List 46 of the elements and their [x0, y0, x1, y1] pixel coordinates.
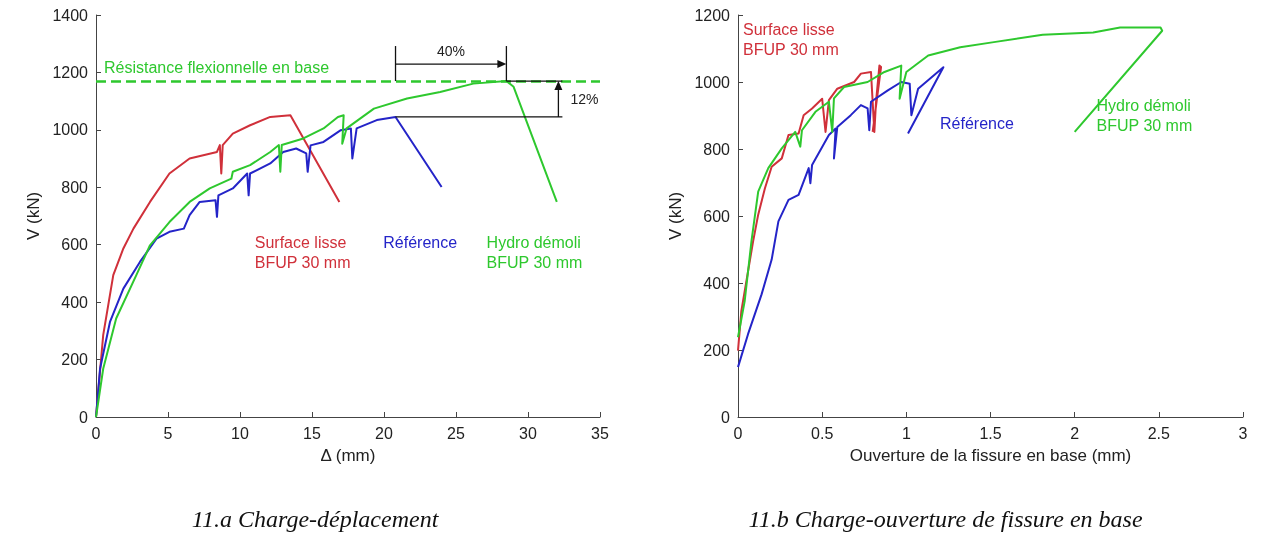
x-tick-label: 5 [163, 424, 173, 442]
y-tick-label: 1000 [52, 121, 89, 139]
text: 11.b Charge-ouverture de fissure en base [748, 506, 1143, 532]
x-axis-title: Ouverture de la fissure en base (mm) [849, 446, 1132, 465]
line-series [737, 64, 883, 352]
x-tick-label: 2 [1070, 424, 1080, 442]
x-tick-label: 2.5 [1147, 424, 1171, 442]
y-tick-label: 600 [61, 236, 89, 254]
series-label: Référence [940, 114, 1014, 132]
x-tick-label: 20 [375, 424, 393, 442]
x-tick-label: 25 [447, 424, 465, 442]
x-tick-label: 1 [901, 424, 911, 442]
y-tick-label: 800 [703, 140, 731, 158]
text: Référence [383, 233, 458, 251]
y-tick-label: 200 [703, 341, 731, 359]
x-tick-label: 3 [1238, 424, 1248, 442]
y-tick-label: 1200 [52, 63, 89, 81]
y-tick-label: 600 [703, 207, 731, 225]
ref-line-label: Résistance flexionnelle en base [104, 58, 330, 76]
series-label: Hydro démoli BFUP 30 mm [1096, 96, 1193, 134]
x-tick-label: 0 [91, 424, 101, 442]
y-tick-label: 200 [61, 351, 89, 369]
x-tick-label: 15 [303, 424, 321, 442]
x-tick-label: 35 [591, 424, 609, 442]
series-label: Surface lisse BFUP 30 mm [743, 20, 839, 58]
annotation: 40% [436, 43, 465, 60]
text: Hydro démoli BFUP 30 mm [486, 233, 583, 271]
y-tick-label: 400 [61, 293, 89, 311]
y-tick-label: 1000 [694, 73, 731, 91]
y-axis-title: V (kN) [665, 191, 685, 241]
x-tick-label: 10 [231, 424, 249, 442]
x-tick-label: 0 [733, 424, 743, 442]
y-tick-label: 400 [703, 274, 731, 292]
text: 11.a Charge-déplacement [191, 506, 440, 532]
x-axis-title: Δ (mm) [320, 446, 376, 465]
y-tick-label: 0 [721, 408, 731, 426]
text: Surface lisse BFUP 30 mm [254, 233, 351, 271]
y-tick-label: 1400 [52, 6, 89, 24]
y-axis-title: V (kN) [23, 191, 43, 241]
x-tick-label: 0.5 [811, 424, 834, 442]
x-tick-label: 1.5 [979, 424, 1002, 442]
y-tick-label: 800 [61, 178, 89, 196]
y-tick-label: 1200 [694, 6, 731, 24]
annotation: 12% [570, 90, 599, 107]
y-tick-label: 0 [79, 408, 89, 426]
x-tick-label: 30 [519, 424, 537, 442]
